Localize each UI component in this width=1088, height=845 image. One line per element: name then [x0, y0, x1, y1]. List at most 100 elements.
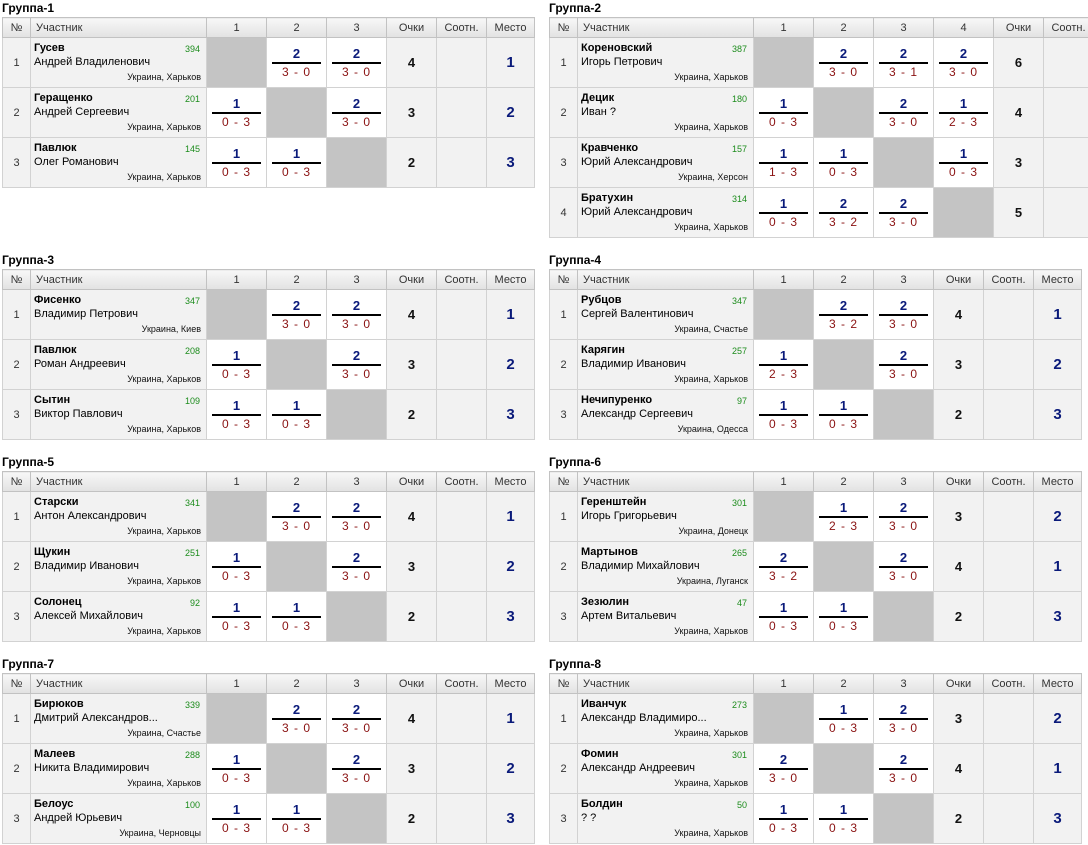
header-points[interactable]: Очки	[386, 471, 437, 492]
header-participant[interactable]: Участник	[30, 471, 207, 492]
participant-name[interactable]: Кореновский	[581, 42, 653, 54]
header-num[interactable]: №	[2, 17, 31, 38]
header-ratio[interactable]: Соотн.	[983, 673, 1034, 694]
header-opponent-2[interactable]: 2	[813, 269, 874, 290]
header-opponent-3[interactable]: 3	[873, 673, 934, 694]
header-points[interactable]: Очки	[933, 471, 984, 492]
header-participant[interactable]: Участник	[577, 269, 754, 290]
header-opponent-2[interactable]: 2	[813, 17, 874, 38]
header-opponent-2[interactable]: 2	[813, 471, 874, 492]
participant-name[interactable]: Геренштейн	[581, 496, 647, 508]
header-participant[interactable]: Участник	[577, 17, 754, 38]
header-participant[interactable]: Участник	[577, 471, 754, 492]
header-opponent-1[interactable]: 1	[753, 269, 814, 290]
header-opponent-3[interactable]: 3	[873, 17, 934, 38]
header-opponent-1[interactable]: 1	[206, 673, 267, 694]
participant-name[interactable]: Братухин	[581, 192, 634, 204]
participant-name[interactable]: Фомин	[581, 748, 619, 760]
participant-name[interactable]: Старски	[34, 496, 79, 508]
header-num[interactable]: №	[549, 17, 578, 38]
header-opponent-3[interactable]: 3	[326, 269, 387, 290]
header-place[interactable]: Место	[1033, 673, 1082, 694]
header-points[interactable]: Очки	[386, 673, 437, 694]
participant-name[interactable]: Фисенко	[34, 294, 82, 306]
participant-name[interactable]: Иванчук	[581, 698, 627, 710]
header-ratio[interactable]: Соотн.	[436, 17, 487, 38]
participant-name[interactable]: Малеев	[34, 748, 76, 760]
participant-name[interactable]: Павлюк	[34, 142, 77, 154]
participant-name[interactable]: Рубцов	[581, 294, 622, 306]
header-opponent-2[interactable]: 2	[266, 17, 327, 38]
header-opponent-3[interactable]: 3	[326, 17, 387, 38]
header-opponent-2[interactable]: 2	[266, 471, 327, 492]
header-place[interactable]: Место	[486, 269, 535, 290]
header-opponent-3[interactable]: 3	[326, 471, 387, 492]
participant-name[interactable]: Карягин	[581, 344, 625, 356]
participant-name[interactable]: Болдин	[581, 798, 623, 810]
header-num[interactable]: №	[549, 471, 578, 492]
header-opponent-1[interactable]: 1	[206, 471, 267, 492]
header-participant[interactable]: Участник	[30, 673, 207, 694]
header-opponent-3[interactable]: 3	[873, 471, 934, 492]
header-ratio[interactable]: Соотн.	[983, 471, 1034, 492]
header-place[interactable]: Место	[486, 17, 535, 38]
participant-name[interactable]: Бирюков	[34, 698, 84, 710]
header-num[interactable]: №	[549, 269, 578, 290]
header-ratio[interactable]: Соотн.	[436, 471, 487, 492]
header-opponent-1[interactable]: 1	[753, 471, 814, 492]
header-ratio[interactable]: Соотн.	[436, 269, 487, 290]
header-points[interactable]: Очки	[933, 269, 984, 290]
header-participant[interactable]: Участник	[30, 17, 207, 38]
header-participant[interactable]: Участник	[577, 673, 754, 694]
header-ratio[interactable]: Соотн.	[983, 269, 1034, 290]
participant-name[interactable]: Зезюлин	[581, 596, 629, 608]
participant-name[interactable]: Децик	[581, 92, 615, 104]
header-opponent-4[interactable]: 4	[933, 17, 994, 38]
header-opponent-3[interactable]: 3	[326, 673, 387, 694]
header-ratio[interactable]: Соотн.	[436, 673, 487, 694]
header-participant[interactable]: Участник	[30, 269, 207, 290]
participant-name[interactable]: Мартынов	[581, 546, 638, 558]
header-place[interactable]: Место	[1033, 471, 1082, 492]
header-points[interactable]: Очки	[386, 17, 437, 38]
header-opponent-1[interactable]: 1	[206, 17, 267, 38]
header-num[interactable]: №	[549, 673, 578, 694]
